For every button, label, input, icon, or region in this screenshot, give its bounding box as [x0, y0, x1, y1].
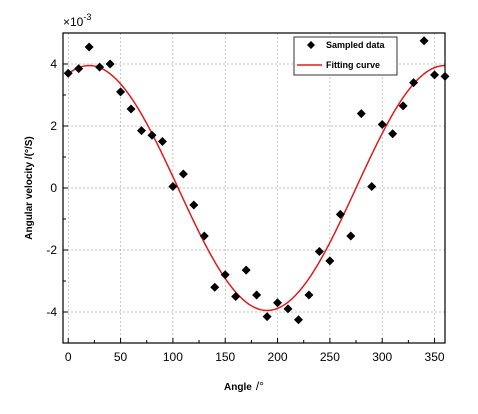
data-point [157, 137, 167, 146]
data-point [356, 109, 366, 119]
y-tick-label: 0 [50, 181, 57, 195]
data-point [388, 129, 398, 139]
data-point [241, 265, 251, 275]
x-tick-label: 0 [65, 350, 72, 364]
data-point [220, 270, 230, 280]
data-point [398, 101, 408, 111]
data-point [168, 181, 178, 191]
data-point [419, 36, 429, 46]
x-axis-unit: /° [256, 379, 264, 393]
data-point [178, 169, 188, 179]
x-tick-label: 350 [425, 350, 445, 364]
data-point [136, 126, 146, 136]
data-point [210, 282, 220, 292]
y-multiplier-exponent: -3 [83, 12, 91, 22]
data-point [95, 62, 105, 72]
x-tick-label: 200 [268, 350, 288, 364]
y-tick-label: -4 [46, 305, 57, 319]
data-point [409, 78, 419, 88]
data-point [74, 64, 84, 74]
x-tick-label: 100 [163, 350, 183, 364]
axis-ticks: 0 50 100 150 200 250 300 350 -4 -2 0 2 4 [46, 32, 445, 364]
data-point [84, 42, 94, 52]
data-point [105, 59, 115, 69]
y-multiplier: ×10-3 [63, 12, 91, 29]
legend-label-fitting-curve: Fitting curve [326, 60, 380, 70]
x-tick-label: 150 [215, 350, 235, 364]
data-point [231, 292, 241, 301]
y-tick-label: -2 [46, 243, 57, 257]
sampled-data-layer [63, 36, 450, 325]
data-point [63, 68, 73, 78]
data-point [293, 315, 303, 325]
data-point [126, 104, 136, 114]
legend-label-sampled-data: Sampled data [326, 40, 386, 50]
data-point [116, 87, 126, 97]
data-point [346, 231, 356, 241]
data-point [430, 70, 440, 80]
data-point [262, 312, 272, 322]
data-point [367, 181, 377, 191]
y-tick-label: 2 [50, 119, 57, 133]
data-point [304, 290, 314, 300]
data-point [283, 304, 293, 314]
y-multiplier-base: ×10 [63, 15, 84, 29]
data-point [314, 247, 324, 257]
data-point [199, 231, 209, 241]
data-point [325, 256, 335, 266]
y-tick-label: 4 [50, 57, 57, 71]
x-axis-label: Angle [224, 382, 252, 393]
data-point [273, 298, 283, 308]
x-axis-title: Angle /° [224, 379, 264, 393]
fitting-curve-line [67, 64, 446, 312]
x-tick-label: 50 [114, 350, 128, 364]
data-point [189, 200, 199, 210]
data-point [335, 209, 345, 219]
data-point [377, 119, 387, 129]
x-tick-label: 250 [320, 350, 340, 364]
data-point [147, 130, 157, 140]
legend-marker-sampled-data [307, 41, 315, 49]
fitting-curve-layer [67, 64, 446, 312]
x-tick-label: 300 [372, 350, 392, 364]
legend: Sampled data Fitting curve [293, 36, 398, 76]
data-point [252, 290, 262, 300]
y-axis-title: Angular velocity /(°/S) [24, 136, 35, 239]
